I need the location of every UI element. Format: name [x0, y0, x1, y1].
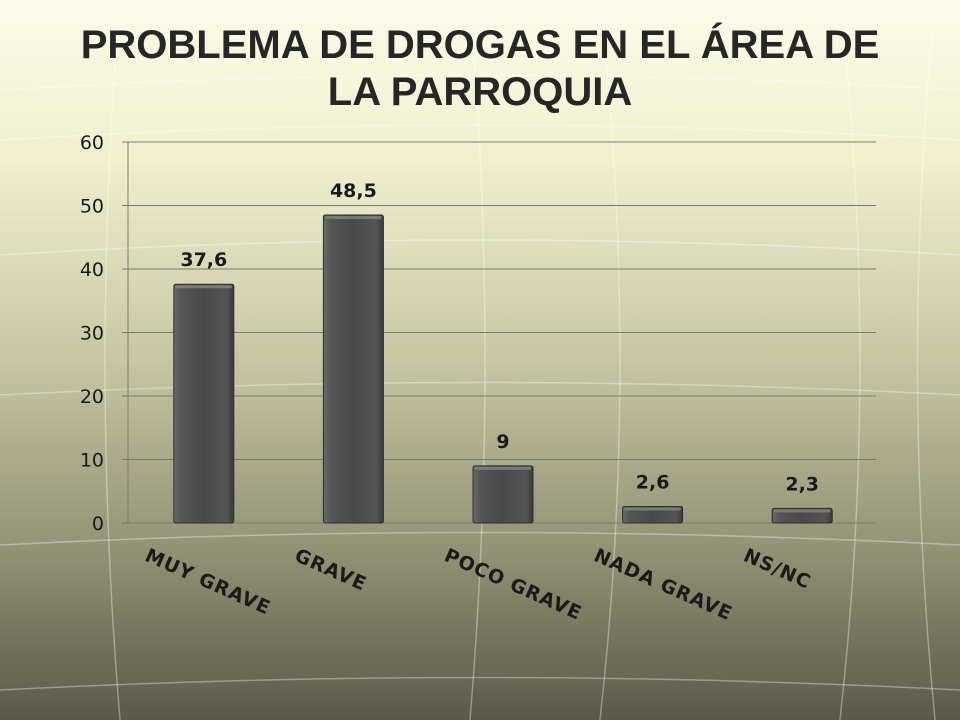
- y-tick-label: 20: [80, 386, 104, 408]
- bar-highlight: [475, 466, 531, 470]
- x-tick-label: POCO GRAVE: [441, 544, 585, 624]
- data-label: 2,3: [785, 473, 819, 495]
- data-label: 9: [496, 431, 509, 453]
- bar: [173, 283, 235, 524]
- y-tick-label: 50: [80, 196, 104, 218]
- y-tick-label: 60: [80, 132, 104, 154]
- bar-highlight: [774, 509, 831, 513]
- bar: [322, 214, 384, 524]
- chart-title: PROBLEMA DE DROGAS EN EL ÁREA DE LA PARR…: [80, 23, 880, 114]
- data-label: 2,6: [636, 471, 670, 493]
- data-labels: 37,6 48,5 9 2,6 2,3: [180, 180, 819, 495]
- y-axis-ticks: 0 10 20 30 40 50 60: [80, 132, 104, 535]
- bar-highlight: [325, 216, 382, 220]
- x-tick-label: MUY GRAVE: [142, 544, 274, 619]
- bar-highlight: [175, 285, 232, 289]
- bar: [622, 505, 684, 524]
- bar-highlight: [624, 507, 681, 511]
- data-label: 48,5: [330, 180, 377, 202]
- x-tick-label: GRAVE: [291, 544, 370, 595]
- y-tick-label: 40: [80, 259, 104, 281]
- y-tick-label: 30: [80, 323, 104, 345]
- data-label: 37,6: [180, 249, 227, 271]
- x-tick-label: NADA GRAVE: [591, 544, 736, 625]
- bars: [173, 214, 833, 524]
- x-tick-label: NS/NC: [740, 544, 814, 593]
- y-tick-label: 10: [80, 450, 104, 472]
- bar: [472, 465, 534, 524]
- y-tick-label: 0: [92, 513, 104, 535]
- x-axis-labels: MUY GRAVE GRAVE POCO GRAVE NADA GRAVE NS/NC: [142, 544, 815, 625]
